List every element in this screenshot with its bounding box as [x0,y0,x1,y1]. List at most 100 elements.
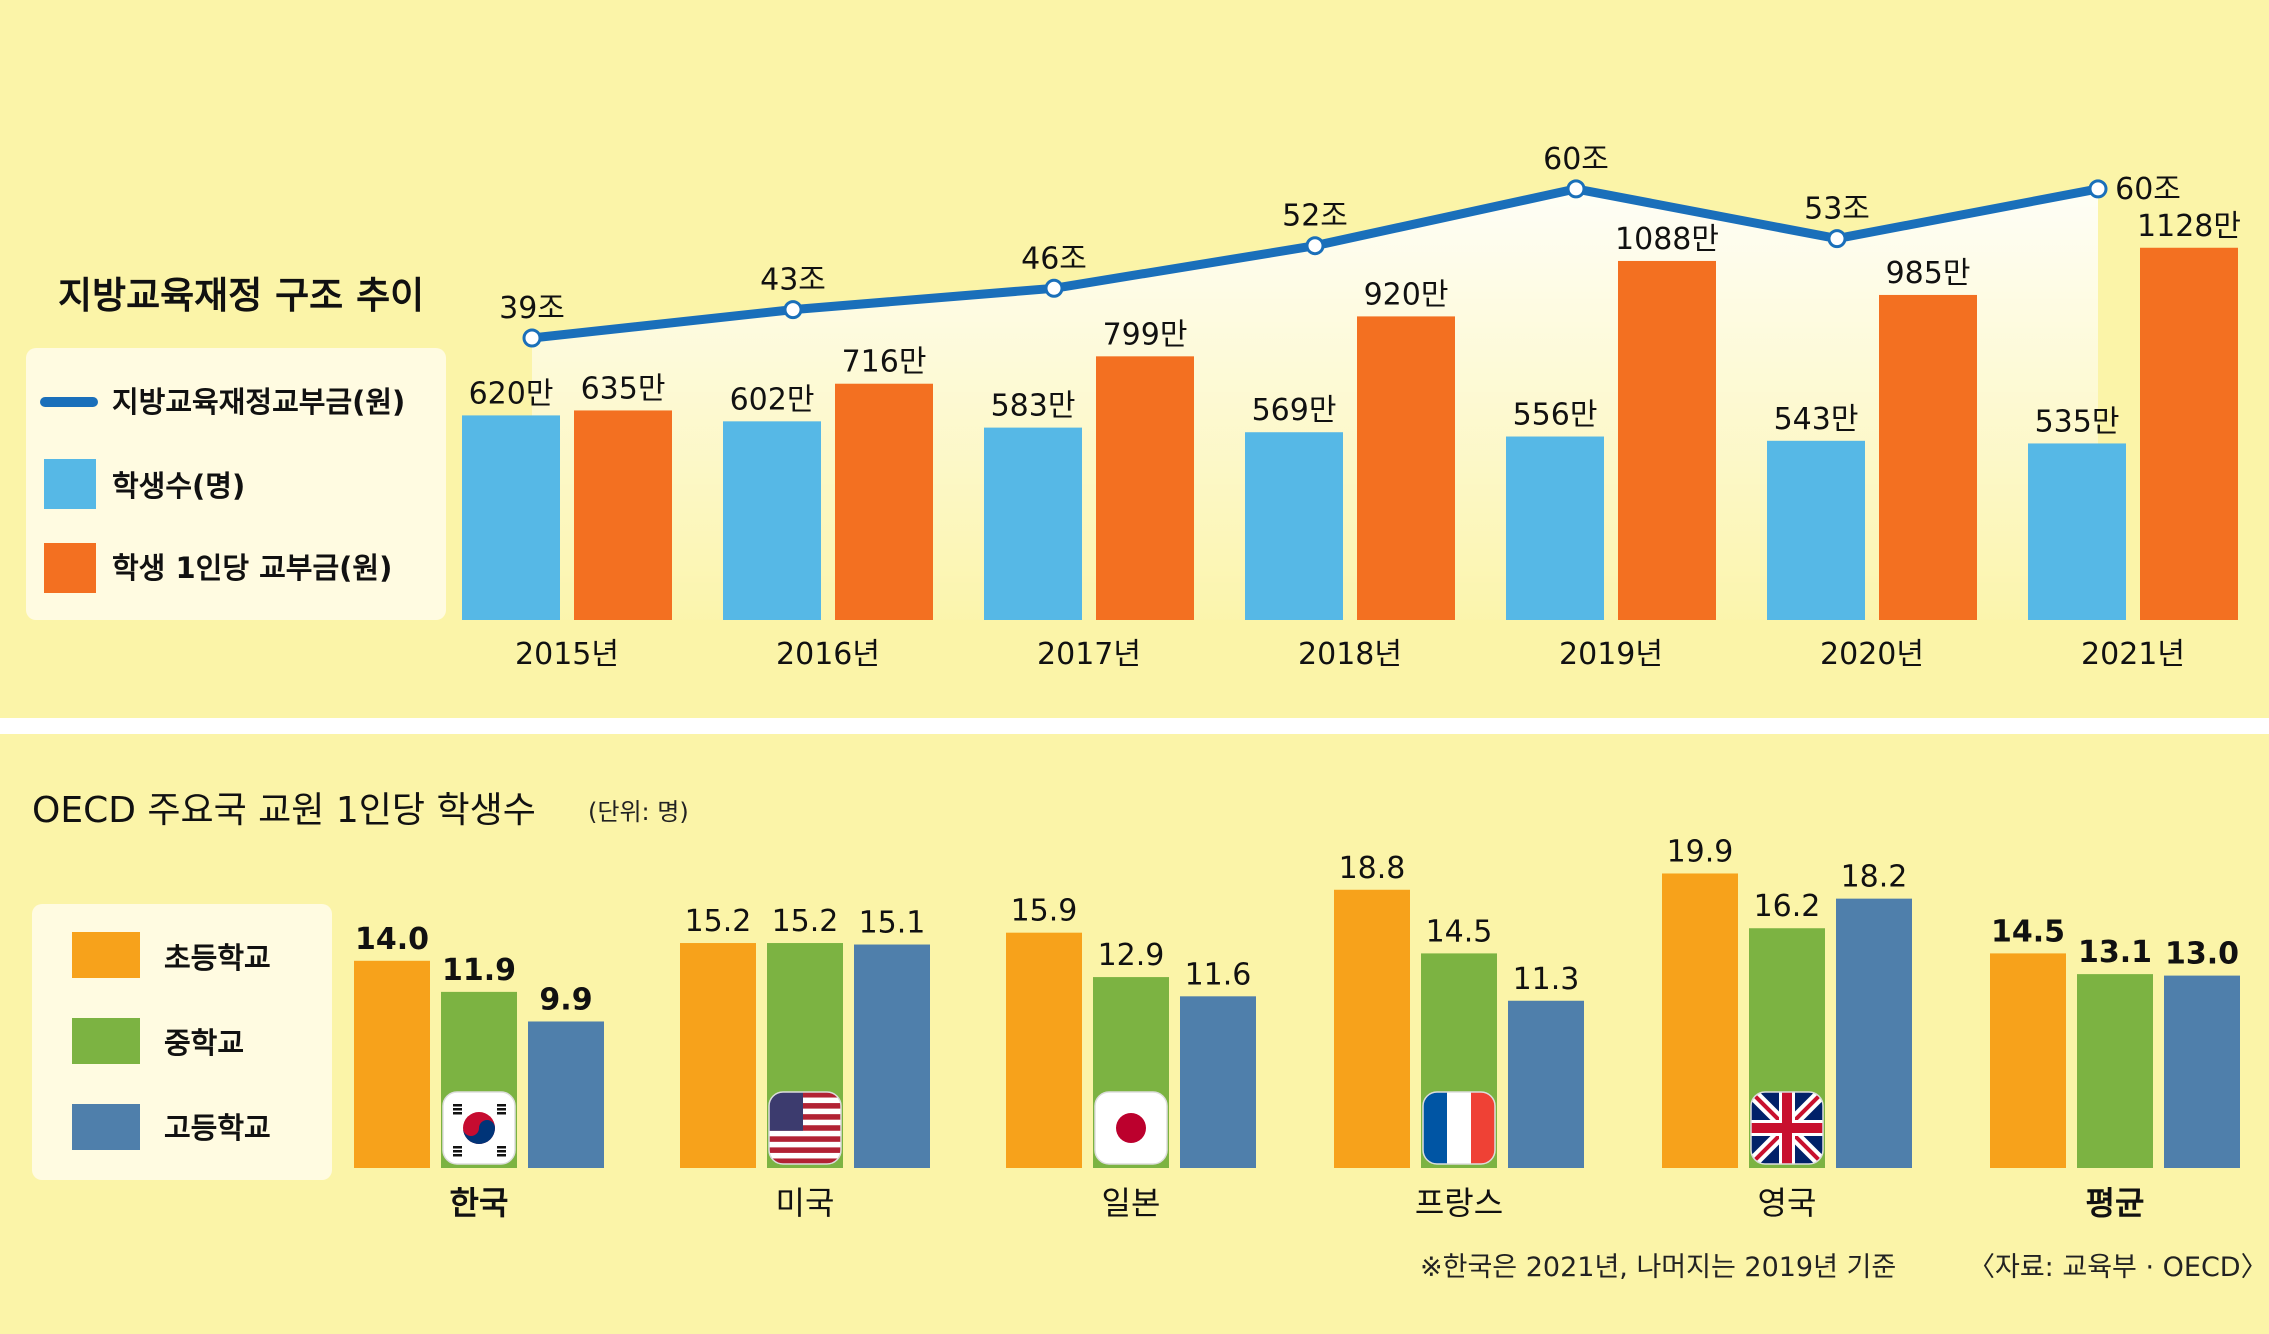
bar-label-students-1: 602만 [730,382,815,417]
value-label-high-0: 9.9 [539,982,592,1017]
x-tick-label-4: 2019년 [1559,637,1663,672]
bar-high-3 [1508,1000,1584,1168]
bar-elementary-3 [1334,889,1410,1168]
line-label-1: 43조 [760,263,826,298]
legend-middle-label: 중학교 [164,1026,244,1060]
value-label-high-4: 18.2 [1841,860,1908,895]
bar-elementary-2 [1006,932,1082,1168]
bar-per-student-5 [1879,294,1977,620]
bar-high-4 [1836,898,1912,1168]
value-label-elementary-2: 15.9 [1011,894,1078,929]
category-label-4: 영국 [1758,1184,1817,1222]
value-label-high-5: 13.0 [2165,937,2239,972]
bar-label-students-6: 535만 [2035,404,2120,439]
bar-label-students-5: 543만 [1774,402,1859,437]
bar-elementary-5 [1990,953,2066,1168]
value-label-elementary-3: 18.8 [1339,851,1406,886]
japan-flag-icon [1094,1091,1168,1165]
bar-elementary-4 [1662,873,1738,1168]
bar-label-per-student-0: 635만 [581,371,666,406]
bar-elementary-0 [354,960,430,1168]
line-label-5: 53조 [1804,192,1870,227]
bar-high-2 [1180,996,1256,1168]
bottom-chart-unit: (단위: 명) [588,798,689,826]
bottom-legend: 초등학교 중학교 고등학교 [32,904,332,1180]
bar-high-0 [528,1021,604,1168]
legend-middle-swatch [72,1018,140,1064]
legend-students-swatch [44,459,96,509]
value-label-middle-4: 16.2 [1754,889,1821,924]
value-label-high-2: 11.6 [1185,957,1252,992]
category-label-2: 일본 [1102,1184,1161,1222]
value-label-middle-2: 12.9 [1098,938,1165,973]
bottom-chart-title: OECD 주요국 교원 1인당 학생수 [32,790,536,831]
bar-per-student-6 [2140,247,2238,620]
legend-perstudent-label: 학생 1인당 교부금(원) [112,551,392,585]
line-point-2 [1044,278,1064,298]
category-label-0: 한국 [450,1184,509,1222]
value-label-elementary-1: 15.2 [685,904,752,939]
bar-label-per-student-5: 985만 [1886,256,1971,291]
x-tick-label-5: 2020년 [1820,637,1924,672]
line-label-6: 60조 [2115,172,2181,207]
source-note: 〈자료: 교육부 · OECD〉 [1968,1252,2268,1283]
value-label-high-3: 11.3 [1513,962,1580,997]
top-chart-title: 지방교육재정 구조 추이 [58,274,424,317]
value-label-elementary-0: 14.0 [355,922,429,957]
line-point-0 [522,328,542,348]
bar-elementary-1 [680,943,756,1168]
value-label-elementary-5: 14.5 [1991,914,2065,949]
x-tick-label-3: 2018년 [1298,637,1402,672]
value-label-middle-3: 14.5 [1426,914,1493,949]
x-tick-label-6: 2021년 [2081,637,2185,672]
legend-line-label: 지방교육재정교부금(원) [112,385,405,419]
category-label-3: 프랑스 [1415,1184,1503,1222]
bar-per-student-2 [1096,356,1194,620]
line-label-3: 52조 [1282,199,1348,234]
bar-label-per-student-2: 799만 [1103,317,1188,352]
bar-label-students-0: 620만 [469,376,554,411]
bar-students-1 [723,421,821,620]
bar-students-6 [2028,443,2126,620]
line-point-1 [783,300,803,320]
value-label-middle-1: 15.2 [772,904,839,939]
bar-label-per-student-3: 920만 [1364,277,1449,312]
legend-elementary-label: 초등학교 [164,941,271,975]
value-label-high-1: 15.1 [859,906,926,941]
legend-students-label: 학생수(명) [112,469,245,503]
bar-students-4 [1506,436,1604,620]
x-tick-label-0: 2015년 [515,637,619,672]
line-label-0: 39조 [499,291,565,326]
legend-high-swatch [72,1104,140,1150]
france-flag-icon [1422,1091,1496,1165]
legend-line-swatch [40,397,98,407]
category-label-1: 미국 [776,1184,835,1222]
line-point-5 [1827,229,1847,249]
bar-label-per-student-1: 716만 [842,345,927,380]
korea-flag-icon [442,1091,516,1165]
legend-elementary-swatch [72,932,140,978]
bar-per-student-4 [1618,260,1716,620]
bar-label-students-4: 556만 [1513,398,1598,433]
bar-students-2 [984,427,1082,620]
bar-label-per-student-4: 1088만 [1615,222,1719,257]
bar-per-student-0 [574,410,672,620]
value-label-middle-0: 11.9 [442,953,516,988]
usa-flag-icon [768,1091,842,1165]
x-tick-label-2: 2017년 [1037,637,1141,672]
top-legend: 지방교육재정교부금(원) 학생수(명) 학생 1인당 교부금(원) [26,348,446,620]
bar-label-students-3: 569만 [1252,393,1337,428]
value-label-middle-5: 13.1 [2078,935,2152,970]
line-label-2: 46조 [1021,241,1087,276]
category-label-5: 평균 [2086,1184,2145,1222]
bar-middle-5 [2077,974,2153,1168]
bar-high-1 [854,944,930,1168]
line-point-6 [2088,179,2108,199]
bar-students-5 [1767,440,1865,620]
bar-students-0 [462,415,560,620]
bar-per-student-1 [835,383,933,620]
legend-perstudent-swatch [44,543,96,593]
x-tick-label-1: 2016년 [776,637,880,672]
bar-students-3 [1245,432,1343,620]
line-point-3 [1305,236,1325,256]
